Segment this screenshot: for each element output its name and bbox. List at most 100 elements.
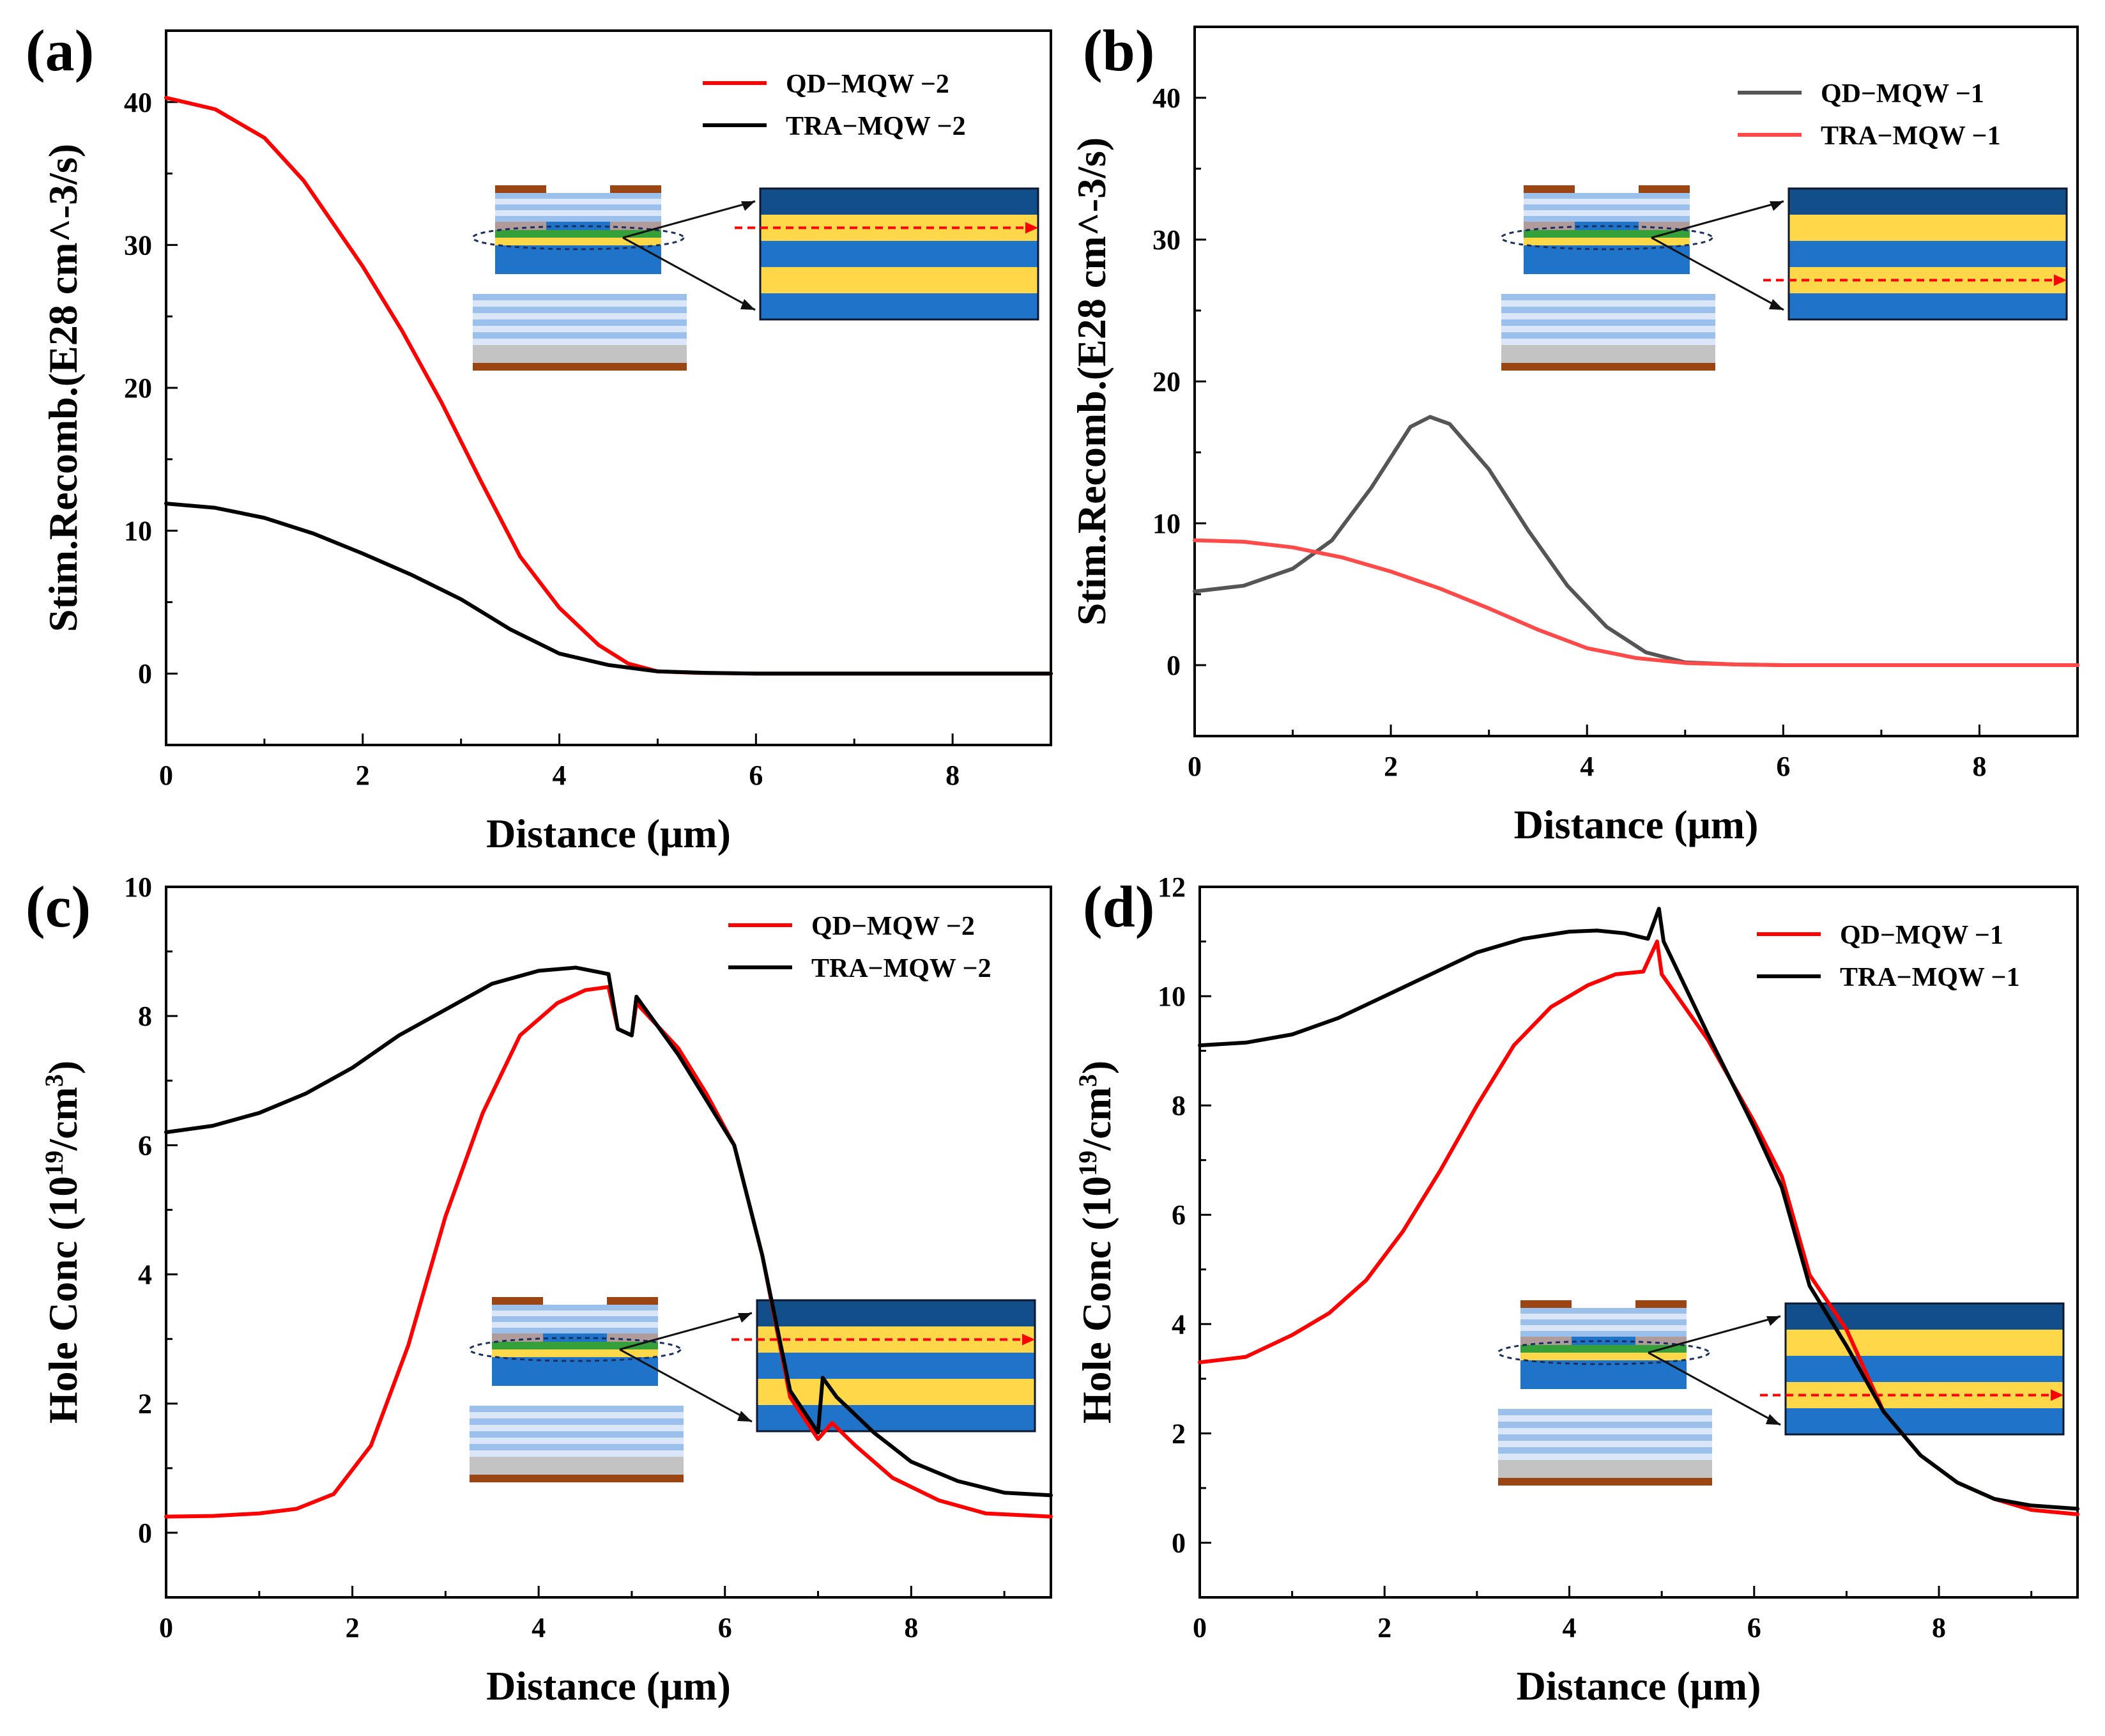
y-label-superscript: 19 [40,1151,68,1176]
y-tick-label: 0 [138,1517,152,1549]
y-tick-label: 20 [124,373,152,404]
aperture [1572,1337,1635,1345]
plot-frame [1198,886,2079,1599]
panel-label: (d) [1083,874,1154,939]
mqw-region [492,1349,658,1357]
y-label-superscript: 3 [1073,1074,1102,1087]
x-axis-label: Distance (μm) [1517,1663,1761,1709]
y-tick-label: 0 [1172,1527,1186,1558]
aperture [543,1333,607,1342]
zoom-arrow-bottom [1766,1414,1780,1425]
bottom-dbr-layer [1501,313,1715,319]
y-tick-label: 6 [1172,1199,1186,1231]
series-line-2 [1198,907,2079,1511]
zoom-ellipse [1497,1340,1710,1365]
bottom-dbr-layer [473,294,687,300]
bottom-dbr-layer [1501,319,1715,326]
zoomed-mqw-stack [735,187,1039,321]
y-tick-label: 10 [124,516,152,547]
x-tick-label: 6 [1776,751,1790,782]
top-dbr-layer [492,1328,658,1333]
y-tick-label: 0 [138,658,152,689]
bottom-dbr-layer [473,332,687,339]
active-region [1524,230,1690,238]
active-region [495,230,661,238]
panel-a: (a) 0 2 4 6 8 0 10 20 30 40 Distance (μm) Stim.Recom… [26,18,1053,856]
y-axis-label: Stim.Recomb.(E28 cm^-3/s) [1069,137,1114,626]
stack-band [1786,1408,2063,1434]
p-contact-left [492,1297,543,1305]
bottom-dbr-layer [470,1406,684,1412]
bottom-dbr-layer [473,319,687,326]
y-label-part: /cm [1074,1087,1119,1151]
y-tick-label: 40 [124,87,152,118]
zoom-arrow-top [741,201,755,211]
y-label-part: /cm [40,1087,86,1151]
y-tick-label: 40 [1152,82,1181,114]
top-dbr-layer [1520,1325,1687,1331]
x-tick-label: 4 [1580,751,1594,782]
y-tick-label: 4 [1172,1309,1186,1340]
x-tick-label: 8 [1972,751,1986,782]
zoom-line-bottom [622,236,756,311]
device-inset-3 [1497,1300,2065,1486]
zoom-arrow-bottom [1769,299,1784,310]
n-cladding [495,245,661,274]
device-inset-2 [468,1297,1036,1482]
top-dbr-layer [1520,1319,1687,1325]
y-tick-label: 30 [124,229,152,261]
bottom-dbr-layer [1498,1409,1712,1415]
bottom-dbr-layer [1498,1441,1712,1447]
zoom-line-top [619,1312,753,1351]
top-dbr-layer [1520,1314,1687,1319]
top-dbr-layer [1520,1308,1687,1314]
plot-frame [165,886,1052,1599]
stack-frame [1784,1302,2065,1436]
device-structure [468,1297,684,1482]
zoom-line-top [1648,1315,1781,1354]
stack-band [760,293,1038,319]
top-dbr-layer [492,1305,658,1310]
x-tick-label: 4 [1563,1612,1577,1643]
bottom-dbr-layer [1498,1428,1712,1434]
y-tick-label: 2 [138,1388,152,1420]
top-dbr-layer [495,193,661,199]
n-cladding [1520,1360,1687,1389]
bottom-dbr-layer [470,1444,684,1450]
bottom-dbr-layer [473,300,687,307]
bottom-dbr-layer [473,313,687,319]
x-tick-label: 0 [1188,751,1202,782]
top-dbr-layer [1524,216,1690,222]
n-contact [473,363,687,371]
zoom-line-top [1651,200,1784,239]
stack-band [757,1300,1035,1326]
x-tick-label: 8 [1932,1612,1946,1643]
series-line-1 [164,96,1053,676]
zoom-arrow-top [1766,1316,1780,1326]
p-contact-right [607,1297,658,1305]
n-contact [1501,363,1715,371]
x-axis-label: Distance (μm) [486,811,731,856]
y-label-superscript: 3 [40,1074,68,1087]
bottom-dbr-layer [473,339,687,345]
stack-band [1789,215,2067,241]
y-label-part: Hole Conc (10 [1074,1176,1119,1424]
y-tick-label: 0 [1167,650,1181,681]
zoom-line-bottom [1651,236,1784,311]
zoom-line-bottom [1648,1351,1781,1426]
bottom-dbr-layer [470,1412,684,1418]
p-contact-right [610,185,661,193]
p-contact-right [1635,1300,1687,1308]
bottom-dbr-layer [473,307,687,313]
substrate [473,345,687,363]
top-dbr-layer [1520,1331,1687,1337]
zoom-arrow-bottom [737,1411,752,1422]
top-dbr-layer [1524,193,1690,199]
top-dbr-layer [1524,204,1690,210]
bottom-dbr-layer [470,1438,684,1444]
y-axis-label: Hole Conc (1019/cm3) [1073,1061,1120,1424]
y-label-part: ) [40,1061,86,1074]
zoomed-mqw-stack [1760,1302,2065,1436]
y-label-superscript: 19 [1073,1151,1102,1176]
